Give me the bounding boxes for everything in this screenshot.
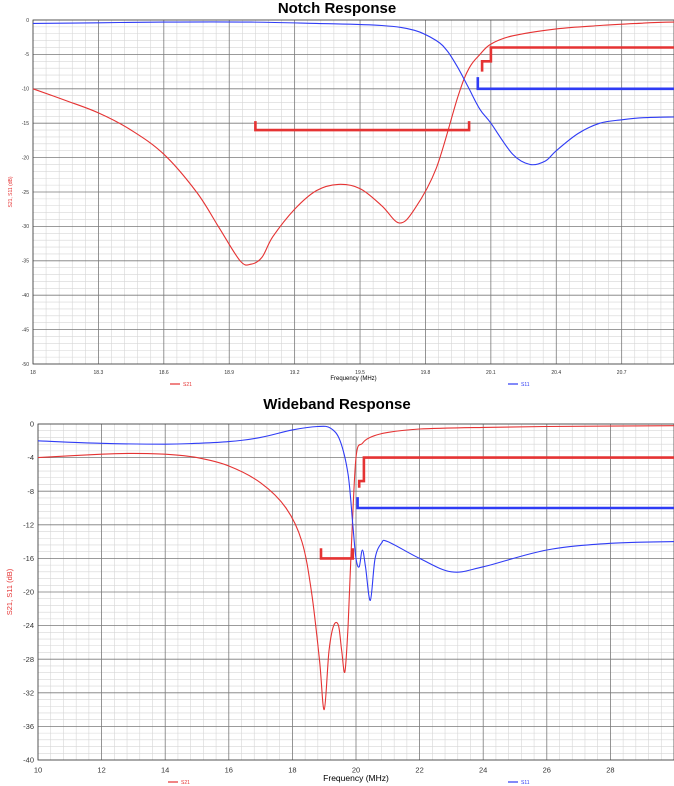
legend-label-s21: S21: [181, 780, 190, 786]
x-tick-label: 19.5: [355, 370, 365, 376]
y-tick-label: -4: [27, 453, 34, 462]
y-tick-label: -32: [23, 688, 34, 697]
y-tick-label: -25: [22, 190, 29, 196]
x-tick-label: 19.2: [290, 370, 300, 376]
y-tick-label: -16: [23, 554, 34, 563]
x-tick-label: 18: [288, 766, 296, 775]
y-tick-label: 0: [26, 18, 29, 24]
spec-mask-line: [319, 548, 355, 560]
spec-mask-line: [254, 121, 471, 132]
legend-label-s11: S11: [521, 780, 530, 786]
y-tick-label: -20: [22, 155, 29, 161]
y-tick-label: -40: [22, 293, 29, 299]
y-tick-label: -20: [23, 588, 34, 597]
y-tick-label: -10: [22, 87, 29, 93]
y-axis-label: S21, S11 (dB): [8, 176, 14, 207]
spec-mask-line: [480, 46, 674, 72]
notch-response-plot: 18 18.3 18.6 18.9 19.2 19.5 19.8 20.1 20.4 20.7 0 -…: [8, 18, 674, 388]
y-tick-label: -40: [23, 756, 34, 765]
y-tick-label: 0: [30, 420, 34, 429]
x-tick-label: 19.8: [421, 370, 431, 376]
chart-title: Wideband Response: [263, 396, 411, 413]
series-line-s11: [32, 21, 674, 166]
x-tick-label: 20.4: [551, 370, 561, 376]
y-tick-label: -28: [23, 655, 34, 664]
x-tick-label: 20.7: [617, 370, 627, 376]
spec-mask-line: [357, 456, 674, 488]
x-tick-label: 12: [97, 766, 105, 775]
y-tick-label: -24: [23, 621, 34, 630]
x-tick-label: 18: [30, 370, 36, 376]
series-line-s21: [32, 21, 674, 266]
x-tick-label: 14: [161, 766, 169, 775]
x-axis-label: Frequency (MHz): [330, 376, 376, 382]
y-tick-label: -36: [23, 722, 34, 731]
plot-border: [37, 423, 674, 761]
chart-title: Notch Response: [277, 0, 397, 17]
x-tick-label: 18.9: [224, 370, 234, 376]
y-tick-label: -15: [22, 121, 29, 127]
legend-label-s11: S11: [521, 382, 530, 388]
spec-mask-line: [476, 77, 674, 91]
x-tick-label: 20.1: [486, 370, 496, 376]
x-tick-label: 26: [543, 766, 551, 775]
x-tick-label: 24: [479, 766, 487, 775]
y-axis-label: S21, S11 (dB): [5, 568, 14, 615]
x-tick-label: 28: [606, 766, 614, 775]
y-tick-label: -8: [27, 487, 34, 496]
y-tick-label: -12: [23, 520, 34, 529]
y-tick-label: -35: [22, 259, 29, 265]
plot-border: [32, 19, 674, 365]
x-tick-label: 10: [34, 766, 42, 775]
series-line-s21: [37, 425, 674, 711]
y-tick-label: -50: [22, 362, 29, 368]
y-tick-label: -30: [22, 224, 29, 230]
series-line-s11: [37, 425, 674, 601]
y-tick-label: -5: [25, 52, 30, 58]
notch-response-chart: Notch Response 18 18.3 18.6 18.9 19.2 19.5 19.…: [0, 0, 674, 390]
wideband-response-chart: Wideband Response 10 12 14 16 18 20 22 24 26 28 0 -…: [0, 396, 674, 786]
x-tick-label: 18.6: [159, 370, 169, 376]
x-tick-label: 16: [225, 766, 233, 775]
x-tick-label: 20: [352, 766, 360, 775]
x-tick-label: 18.3: [94, 370, 104, 376]
x-axis-label: Frequency (MHz): [323, 773, 389, 783]
y-tick-label: -45: [22, 327, 29, 333]
spec-mask-line: [356, 497, 674, 510]
x-tick-label: 22: [415, 766, 423, 775]
wideband-response-plot: 10 12 14 16 18 20 22 24 26 28 0 -4 -8 -12 -16 -20 -24 -28…: [5, 420, 674, 786]
legend-label-s21: S21: [183, 382, 192, 388]
